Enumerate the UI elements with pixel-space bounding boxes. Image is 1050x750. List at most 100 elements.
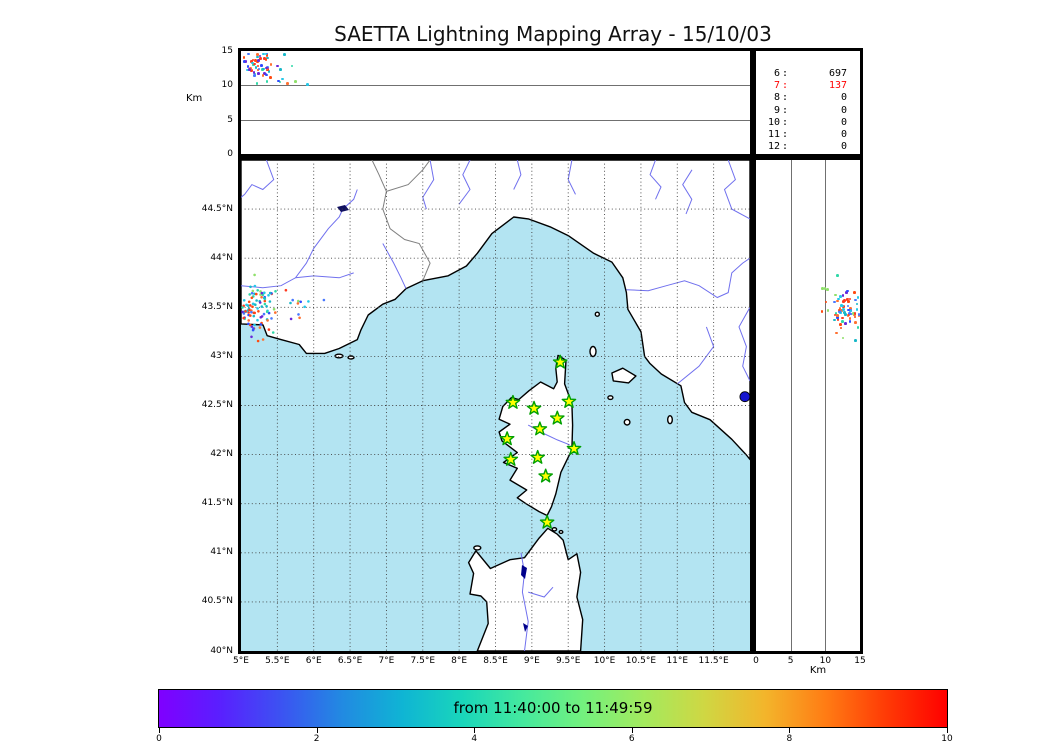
lma-station-star <box>566 441 582 456</box>
lightning-source-dot <box>839 304 843 307</box>
map-lon-tick-label: 9°E <box>523 656 540 666</box>
map-lat-tick-label: 40.5°N <box>201 596 233 607</box>
lma-station-star <box>530 449 546 464</box>
lightning-source-dot <box>842 307 845 311</box>
lightning-source-dot <box>262 291 266 295</box>
lightning-source-dot <box>248 68 251 71</box>
lightning-source-dot <box>845 291 848 294</box>
map-panel <box>238 157 753 654</box>
lightning-source-dot <box>833 313 837 317</box>
lightning-source-dot <box>257 72 260 75</box>
lightning-source-dot <box>272 307 276 311</box>
map-lat-tick-label: 42.5°N <box>201 400 233 410</box>
map-lon-tick-label: 5°E <box>233 656 249 666</box>
lightning-source-dot <box>267 294 270 297</box>
lat-panel-xlabel: Km <box>809 665 827 676</box>
lightning-source-dot <box>242 299 246 302</box>
corsica-coast <box>498 354 574 517</box>
lightning-source-dot <box>857 313 861 316</box>
altitude-longitude-panel <box>238 48 753 157</box>
lightning-source-dot <box>832 318 836 322</box>
map-lon-tick-label: 9.5°E <box>555 656 581 666</box>
lightning-source-dot <box>250 69 253 72</box>
lightning-source-dot <box>254 66 258 69</box>
lightning-source-dot <box>260 315 264 318</box>
lightning-source-dot <box>307 300 310 303</box>
stats-value: 137 <box>828 80 847 92</box>
lightning-source-dot <box>241 310 244 314</box>
stats-value: 0 <box>840 92 847 104</box>
lightning-source-dot <box>278 80 282 84</box>
lightning-source-dot <box>833 300 836 304</box>
lightning-source-dot <box>322 298 326 302</box>
stats-key: 10 <box>767 116 780 128</box>
lightning-source-dot <box>306 82 309 86</box>
river <box>738 307 750 382</box>
lightning-source-dot <box>843 299 847 302</box>
lma-station-star <box>505 394 521 409</box>
country-border <box>386 160 431 192</box>
river <box>458 160 471 205</box>
stats-value: 0 <box>840 128 847 140</box>
map-lon-tick-label: 11.5°E <box>698 656 729 666</box>
giglio-island <box>667 415 674 425</box>
lightning-source-dot <box>255 82 259 85</box>
mainland-coast <box>241 160 750 461</box>
lma-station-star <box>499 431 515 446</box>
lma-station-star <box>532 421 548 436</box>
lightning-source-dot <box>849 312 852 316</box>
stats-row: 6:697 <box>756 68 860 80</box>
map-lon-tick-label: 6.5°E <box>337 656 363 666</box>
lightning-source-dot <box>263 296 266 300</box>
map-lon-tick-label: 10°E <box>593 656 616 666</box>
lightning-source-dot <box>256 60 260 64</box>
lma-station-star <box>549 410 565 425</box>
lightning-source-dot <box>852 312 855 316</box>
lightning-source-dot <box>268 300 272 303</box>
lightning-source-dot <box>855 302 859 306</box>
maddalena-island <box>558 529 564 535</box>
lightning-source-dot <box>836 316 839 319</box>
colorbar-tick <box>631 727 633 733</box>
lightning-source-dot <box>244 310 247 313</box>
alt-gridline-10km <box>241 85 750 87</box>
lightning-source-dot <box>258 301 262 304</box>
lightning-source-dot <box>852 291 856 294</box>
map-lon-tick-label: 7.5°E <box>410 656 436 666</box>
lightning-source-dot <box>261 67 265 71</box>
gorgona-island <box>594 311 600 317</box>
lightning-source-dot <box>854 339 857 342</box>
lightning-source-dot <box>267 70 271 74</box>
map-lon-tick-label: 10.5°E <box>625 656 657 666</box>
map-lon-tick-label: 8.5°E <box>483 656 508 666</box>
river <box>241 189 358 289</box>
lightning-source-dot <box>843 311 846 314</box>
lightning-source-dot <box>262 312 266 316</box>
lightning-source-dot <box>253 323 256 327</box>
lightning-source-dot <box>249 285 252 289</box>
river <box>513 160 522 190</box>
lightning-source-dot <box>260 64 263 67</box>
elba-island <box>611 367 637 384</box>
lightning-source-dot <box>261 338 265 341</box>
lightning-source-dot <box>247 322 250 326</box>
lightning-source-dot <box>251 58 255 62</box>
lightning-source-dot <box>265 80 269 83</box>
lightning-source-dot <box>265 66 269 70</box>
colorbar-tick <box>316 727 318 733</box>
lightning-source-dot <box>836 314 839 317</box>
map-lon-tick-label: 5.5°E <box>265 656 290 666</box>
lightning-source-dot <box>256 339 260 343</box>
sardinia-coast <box>467 527 584 651</box>
lightning-source-dot <box>283 53 286 56</box>
lightning-source-dot <box>251 61 254 65</box>
colorbar-tick <box>789 727 791 733</box>
lightning-source-dot <box>856 296 860 299</box>
map-lat-tick-label: 44.5°N <box>201 203 233 214</box>
stats-key: 12 <box>767 141 780 153</box>
map-lat-tick-label: 43°N <box>210 350 233 361</box>
river <box>295 272 354 279</box>
map-lat-tick-label: 43.5°N <box>201 301 233 312</box>
lightning-source-dot <box>841 304 844 308</box>
